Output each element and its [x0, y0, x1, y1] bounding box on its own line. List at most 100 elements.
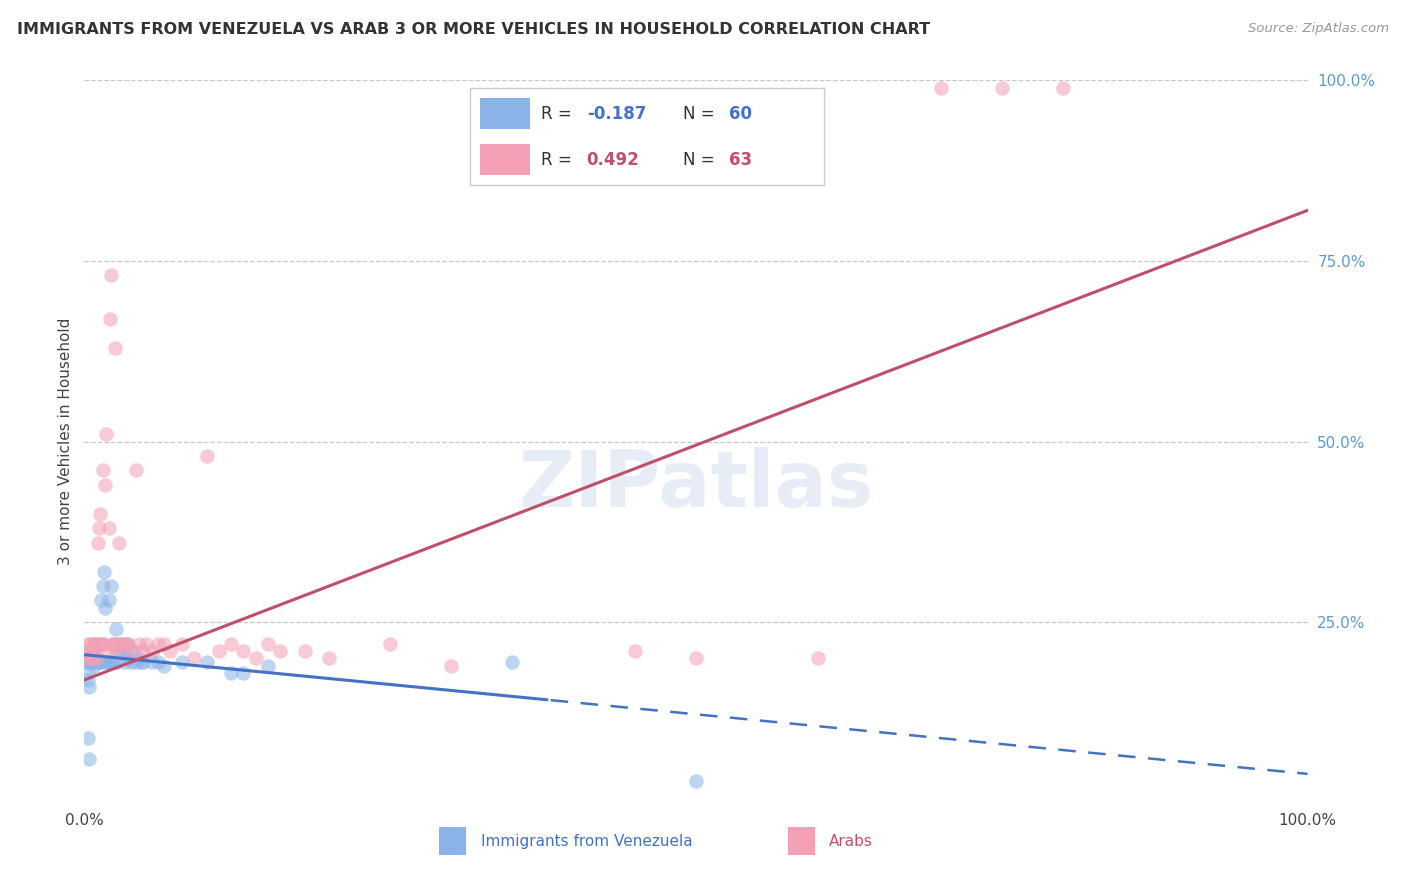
Point [79, 637, 101, 651]
Point [115, 637, 138, 651]
Point [117, 651, 139, 665]
Point [91, 655, 114, 669]
Point [219, 665, 242, 680]
Point [502, 655, 524, 669]
Point [117, 637, 139, 651]
Point [97, 644, 120, 658]
Point [101, 637, 124, 651]
Point [97, 521, 120, 535]
Point [153, 658, 176, 673]
Point [112, 637, 135, 651]
Point [153, 637, 176, 651]
Point [90, 593, 112, 607]
Point [122, 644, 145, 658]
Point [83, 644, 105, 658]
Point [80, 655, 103, 669]
Point [146, 637, 169, 651]
Point [125, 655, 148, 669]
Point [76, 655, 98, 669]
Point [103, 637, 125, 651]
Point [83, 655, 105, 669]
Point [79, 651, 101, 665]
Point [380, 637, 402, 651]
Bar [787, 828, 814, 855]
Bar [439, 828, 465, 855]
Point [110, 637, 132, 651]
Point [120, 655, 142, 669]
Point [208, 644, 231, 658]
Point [86, 651, 108, 665]
Point [87, 535, 110, 549]
Point [77, 644, 100, 658]
Point [991, 80, 1014, 95]
Point [79, 651, 101, 665]
Point [87, 637, 110, 651]
Point [93, 565, 115, 579]
Point [807, 651, 830, 665]
Point [97, 593, 120, 607]
Point [104, 341, 127, 355]
Point [87, 655, 110, 669]
Point [80, 644, 103, 658]
Point [86, 655, 108, 669]
Point [929, 80, 952, 95]
Point [294, 644, 316, 658]
Text: ZIPatlas: ZIPatlas [519, 447, 873, 523]
Point [183, 651, 205, 665]
Point [76, 644, 98, 658]
Point [114, 655, 136, 669]
Point [122, 644, 145, 658]
Point [318, 651, 340, 665]
Point [107, 644, 129, 658]
Point [104, 655, 127, 669]
Point [80, 644, 103, 658]
Point [94, 478, 117, 492]
Point [77, 731, 100, 745]
Point [77, 637, 100, 651]
Point [105, 637, 128, 651]
Point [79, 655, 101, 669]
Point [101, 655, 124, 669]
Point [84, 637, 107, 651]
Point [77, 655, 100, 669]
Point [98, 311, 121, 326]
Point [77, 673, 100, 687]
Point [141, 655, 163, 669]
Point [624, 644, 647, 658]
Point [146, 655, 169, 669]
Point [112, 644, 135, 658]
Point [82, 651, 104, 665]
Point [84, 637, 107, 651]
Point [105, 623, 128, 637]
Point [98, 655, 121, 669]
Point [87, 521, 110, 535]
Point [89, 507, 111, 521]
Point [125, 463, 148, 477]
Point [100, 579, 122, 593]
Point [97, 655, 120, 669]
Point [91, 579, 114, 593]
Point [83, 658, 105, 673]
Point [172, 655, 194, 669]
Point [93, 637, 115, 651]
Point [1052, 80, 1074, 95]
Point [77, 752, 100, 766]
Point [82, 637, 104, 651]
Point [245, 651, 267, 665]
Point [195, 655, 218, 669]
Point [107, 535, 129, 549]
Point [96, 427, 118, 442]
Point [110, 637, 132, 651]
Point [86, 651, 108, 665]
Point [77, 665, 100, 680]
Point [172, 637, 194, 651]
Point [115, 637, 138, 651]
Point [91, 463, 114, 477]
Y-axis label: 3 or more Vehicles in Household: 3 or more Vehicles in Household [58, 318, 73, 566]
Point [685, 651, 707, 665]
Point [128, 637, 150, 651]
Point [257, 658, 280, 673]
Point [269, 644, 291, 658]
Point [103, 637, 125, 651]
Point [77, 680, 100, 694]
